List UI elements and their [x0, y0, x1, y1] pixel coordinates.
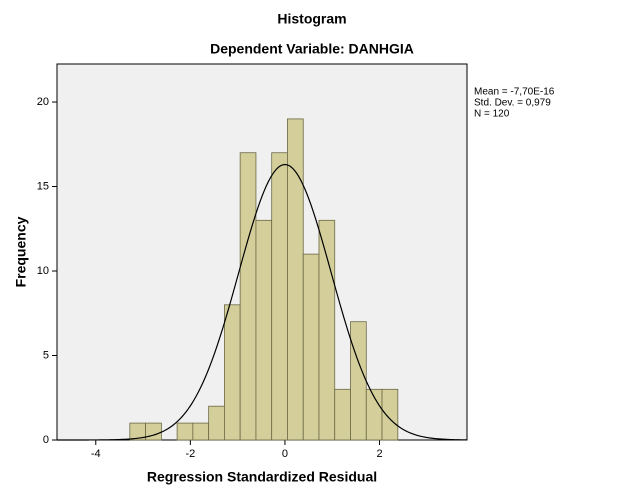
y-tick-label: 0: [43, 434, 49, 446]
bar: [192, 422, 210, 441]
bar: [302, 253, 320, 441]
bar: [176, 422, 194, 441]
y-tick-label: 15: [37, 180, 49, 192]
chart-title: Histogram: [277, 11, 346, 27]
bar: [318, 219, 336, 441]
bar: [334, 388, 351, 441]
x-axis-label: Regression Standardized Residual: [147, 469, 377, 485]
bar: [224, 304, 241, 441]
bar: [145, 422, 162, 441]
normal-curve: [57, 163, 468, 441]
y-axis-label: Frequency: [13, 216, 29, 287]
x-tick-label: -2: [185, 448, 195, 460]
y-tick-label: 5: [43, 349, 49, 361]
bar: [350, 321, 367, 441]
bar: [239, 152, 257, 441]
x-tick-label: 2: [376, 448, 382, 460]
bar: [208, 405, 225, 441]
bar: [255, 219, 273, 441]
x-tick-label: 0: [282, 448, 288, 460]
y-tick-label: 20: [37, 96, 49, 108]
bar: [287, 118, 304, 441]
stat-sd: Std. Dev. = 0,979: [474, 98, 551, 109]
y-tick-label: 10: [37, 265, 49, 277]
stat-n: N = 120: [474, 109, 510, 120]
chart-subtitle: Dependent Variable: DANHGIA: [210, 41, 414, 57]
x-tick-label: -4: [91, 448, 101, 460]
bar: [271, 152, 288, 441]
bar: [381, 388, 399, 441]
stat-mean: Mean = -7,70E-16: [474, 87, 555, 98]
